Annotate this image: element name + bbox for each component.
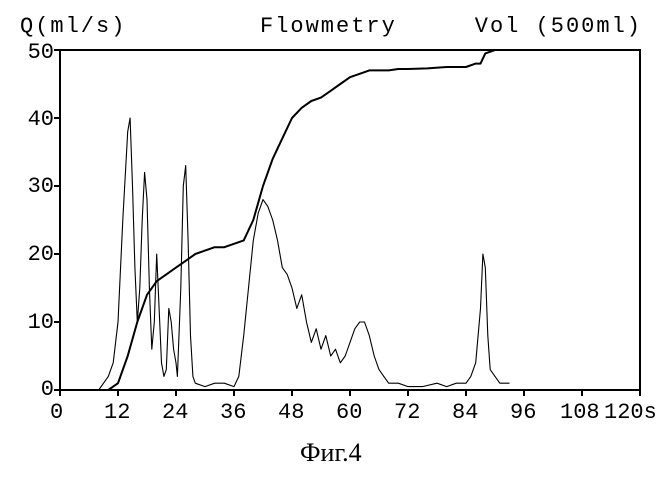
flowmetry-chart: [0, 0, 666, 500]
flowmetry-figure: { "header": { "left": "Q(ml/s)", "center…: [0, 0, 666, 500]
flow-rate-series: [99, 118, 510, 390]
volume-series: [108, 50, 509, 390]
